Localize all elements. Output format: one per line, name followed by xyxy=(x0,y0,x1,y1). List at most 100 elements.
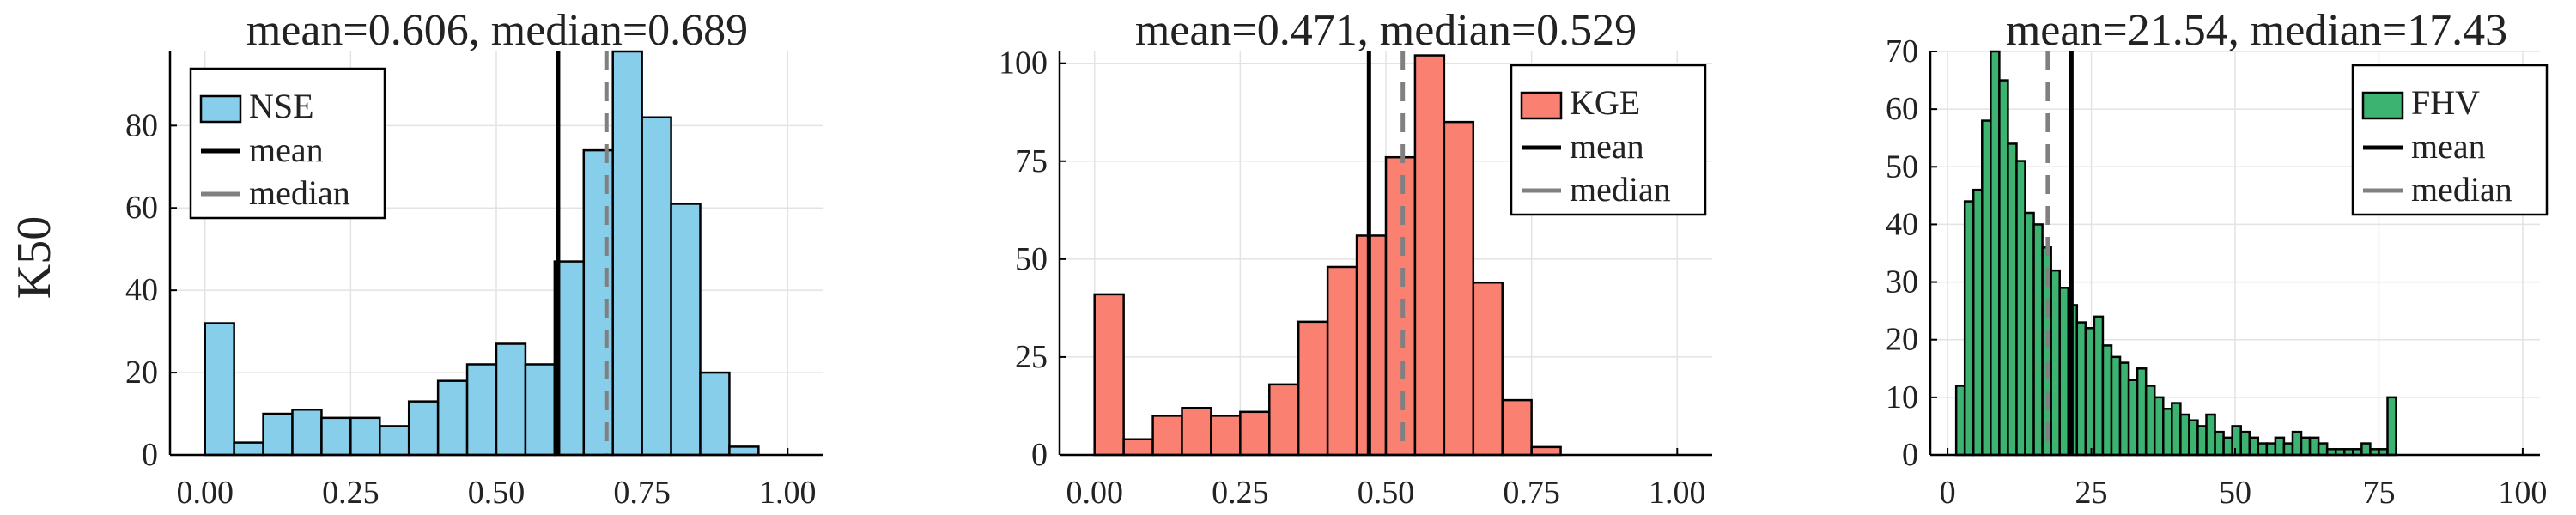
histogram-bar xyxy=(2179,413,2190,457)
x-tick-label: 0.00 xyxy=(1066,475,1123,511)
histogram-bar xyxy=(2386,396,2397,457)
fhv-panel-title: mean=21.54, median=17.43 xyxy=(2006,6,2507,55)
histogram-bar xyxy=(233,441,264,457)
nse-bars xyxy=(204,50,760,457)
legend-label-kge: KGE xyxy=(1570,83,1640,122)
histogram-bar xyxy=(1297,320,1329,457)
fhv-reference-lines xyxy=(2045,52,2074,455)
histogram-bar xyxy=(262,412,294,457)
histogram-bar xyxy=(349,416,381,457)
x-tick-label: 1.00 xyxy=(1649,475,1706,511)
histogram-bar xyxy=(2007,142,2018,457)
legend-swatch-kge xyxy=(1520,91,1563,120)
histogram-bar xyxy=(495,342,527,457)
histogram-bar xyxy=(2110,355,2122,457)
y-tick-label: 20 xyxy=(125,354,158,391)
histogram-bar xyxy=(2058,287,2070,457)
y-tick-label: 30 xyxy=(1886,264,1918,300)
histogram-bar xyxy=(524,363,556,457)
histogram-bar xyxy=(1413,54,1446,457)
histogram-bar xyxy=(1122,438,1154,457)
histogram-bar xyxy=(699,371,731,457)
histogram-bar xyxy=(2291,430,2303,457)
histogram-bar xyxy=(2317,442,2329,457)
histogram-bar xyxy=(2101,344,2113,457)
legend-label-fhv: FHV xyxy=(2411,83,2480,122)
kge-histogram-panel: 0.00 0.25 0.50 0.75 1.00 0 25 50 75 100 mean=0.47… xyxy=(999,6,1712,511)
histogram-bar xyxy=(2162,408,2173,457)
y-tick-label: 20 xyxy=(1886,322,1918,358)
legend-label-mean: mean xyxy=(1570,127,1644,166)
histogram-bar xyxy=(379,425,410,457)
histogram-bar xyxy=(1981,119,1992,457)
histogram-bar xyxy=(1268,383,1300,457)
histogram-bar xyxy=(2282,442,2294,457)
histogram-bar xyxy=(1239,410,1271,457)
histogram-bar xyxy=(465,363,498,457)
histogram-bar xyxy=(2032,223,2044,457)
histogram-bar xyxy=(2205,413,2216,457)
histogram-bar xyxy=(1501,398,1533,457)
histogram-bar xyxy=(2231,425,2242,457)
y-tick-label: 10 xyxy=(1886,379,1918,415)
histogram-bar xyxy=(2308,436,2320,457)
histogram-bar xyxy=(2171,402,2182,457)
y-tick-label: 50 xyxy=(1886,148,1918,185)
legend-swatch-fhv xyxy=(2361,91,2404,120)
histogram-bar xyxy=(2127,379,2139,457)
kge-legend: KGE mean median xyxy=(1510,64,1707,216)
histogram-bar xyxy=(1384,155,1417,457)
y-tick-label: 50 xyxy=(1015,241,1048,277)
kge-reference-lines xyxy=(1366,52,1406,455)
histogram-bar xyxy=(1181,406,1212,457)
x-tick-label: 0.25 xyxy=(1212,475,1269,511)
fhv-histogram-panel: 0 25 50 75 100 0 10 20 30 40 50 60 70 mean=21.54, me… xyxy=(1886,6,2549,511)
nse-legend: NSE mean median xyxy=(189,67,386,220)
histogram-bar xyxy=(204,322,235,457)
legend-label-median: median xyxy=(1570,170,1671,209)
histogram-bar xyxy=(2084,327,2096,457)
fhv-legend: FHV mean median xyxy=(2351,64,2549,216)
histogram-bar xyxy=(2300,436,2312,457)
y-tick-label: 25 xyxy=(1015,339,1048,375)
row-label: K50 xyxy=(8,216,61,299)
histogram-bar xyxy=(2360,442,2372,457)
x-tick-label: 100 xyxy=(2498,475,2547,511)
legend-label-median: median xyxy=(2411,170,2512,209)
nse-reference-lines xyxy=(556,52,609,455)
y-tick-label: 75 xyxy=(1015,143,1048,179)
histogram-bar xyxy=(2093,315,2105,457)
histogram-bar xyxy=(2144,385,2156,457)
x-tick-label: 25 xyxy=(2075,475,2108,511)
y-tick-label: 0 xyxy=(1031,437,1048,473)
x-tick-label: 75 xyxy=(2362,475,2395,511)
legend-swatch-nse xyxy=(199,94,242,124)
histogram-bar xyxy=(1210,415,1242,457)
y-tick-label: 40 xyxy=(1886,206,1918,242)
histogram-bar xyxy=(1093,293,1125,457)
histogram-bar xyxy=(1443,120,1475,457)
histogram-bar xyxy=(2015,160,2026,457)
histogram-bar xyxy=(1954,385,1966,457)
histogram-bar xyxy=(2214,430,2225,457)
histogram-bar xyxy=(2153,396,2165,457)
histogram-bar xyxy=(1990,50,2001,457)
y-tick-label: 0 xyxy=(142,437,158,473)
fhv-axes: 0 25 50 75 100 0 10 20 30 40 50 60 70 xyxy=(1886,33,2547,511)
histogram-bar xyxy=(2118,361,2130,457)
y-tick-label: 60 xyxy=(1886,91,1918,127)
nse-axes: 0.00 0.25 0.50 0.75 1.00 0 20 40 60 80 xyxy=(125,52,823,511)
x-tick-label: 0.00 xyxy=(176,475,234,511)
histogram-bar xyxy=(1971,188,1984,457)
nse-histogram-panel: 0.00 0.25 0.50 0.75 1.00 0 20 40 60 80 mean=0.606… xyxy=(125,6,823,511)
histogram-bar xyxy=(2239,430,2251,457)
histogram-bar xyxy=(1963,200,1975,457)
histogram-bar xyxy=(407,400,440,457)
histogram-bar xyxy=(2257,442,2269,457)
y-tick-label: 40 xyxy=(125,272,158,308)
histogram-bar xyxy=(2222,436,2233,457)
histogram-bar xyxy=(2248,436,2260,457)
histogram-bar xyxy=(1530,445,1562,457)
histogram-bar xyxy=(320,416,352,457)
